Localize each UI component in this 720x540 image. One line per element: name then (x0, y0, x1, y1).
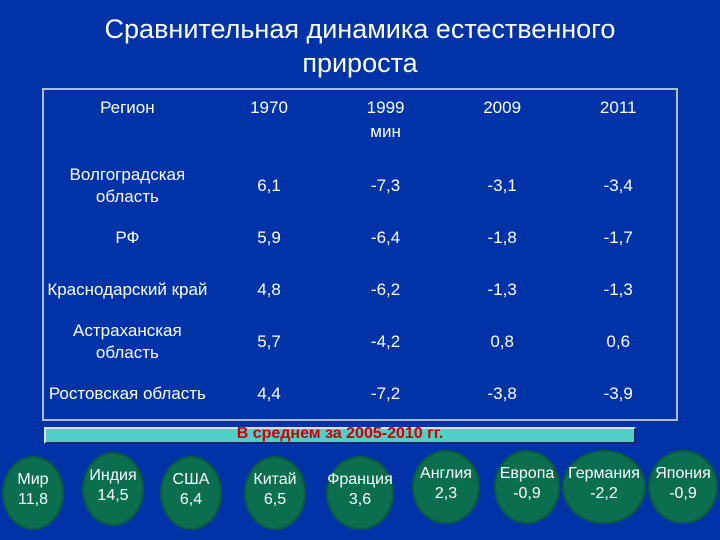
country-name: Франция (327, 471, 393, 488)
cell-2011: 0,6 (606, 332, 631, 351)
country-bubble-world: Мир 11,8 (2, 456, 64, 530)
cell-2011: -1,3 (603, 280, 633, 299)
country-value: -0,9 (513, 485, 541, 502)
table-row: Ростовская область 4,4 -7,2 -3,8 -3,9 (43, 368, 677, 420)
country-bubble-japan: Япония -0,9 (648, 450, 718, 524)
cell-1970: 5,9 (257, 228, 281, 247)
header-1970: 1970 (250, 98, 288, 117)
country-bubble-india: Индия 14,5 (82, 452, 144, 526)
country-name: Япония (655, 465, 711, 482)
cell-2011: -3,4 (603, 176, 633, 195)
cell-2009: -1,8 (487, 228, 517, 247)
header-2011: 2011 (599, 98, 637, 117)
cell-region: Волгоградская область (69, 165, 186, 206)
country-value: 2,3 (434, 485, 458, 502)
country-value: 14,5 (97, 487, 129, 504)
table-header: Регион 1970 1999 мин 2009 2011 (43, 89, 677, 160)
table-row: Краснодарский край 4,8 -6,2 -1,3 -1,3 (43, 264, 677, 316)
table-row: РФ 5,9 -6,4 -1,8 -1,7 (43, 212, 677, 264)
cell-2009: -3,8 (487, 383, 517, 403)
header-1999-year: 1999 (366, 98, 405, 117)
country-name: Европа (499, 465, 555, 482)
country-name: Германия (568, 465, 640, 482)
table-row: Волгоградская область 6,1 -7,3 -3,1 -3,4 (43, 160, 677, 212)
cell-region: Краснодарский край (47, 280, 208, 299)
average-period-label: В среднем за 2005-2010 гг. (236, 425, 444, 442)
growth-table: Регион 1970 1999 мин 2009 2011 Волгоград… (42, 88, 678, 421)
country-name: Мир (17, 471, 49, 488)
slide-title-line-2: прироста (302, 48, 418, 78)
header-region: Регион (100, 98, 155, 117)
cell-region: Ростовская область (48, 383, 206, 403)
country-name: США (172, 471, 210, 488)
cell-2011: -1,7 (603, 228, 633, 247)
cell-2009: -3,1 (487, 176, 517, 195)
country-value: -0,9 (669, 485, 697, 502)
cell-2011: -3,9 (603, 383, 633, 403)
country-bubble-china: Китай 6,5 (244, 456, 306, 530)
cell-2009: -1,3 (487, 280, 517, 299)
cell-1999: -7,2 (370, 383, 401, 403)
cell-1970: 4,8 (257, 280, 281, 299)
country-value: -2,2 (590, 485, 618, 502)
cell-1999: -4,2 (370, 332, 401, 351)
country-name: Индия (89, 467, 137, 484)
slide-title-line-1: Сравнительная динамика естественного (104, 14, 616, 44)
country-value: 6,4 (179, 491, 203, 508)
header-2009: 2009 (483, 98, 522, 117)
country-bubble-europe: Европа -0,9 (494, 450, 560, 524)
country-bubble-usa: США 6,4 (160, 456, 222, 530)
country-bubbles: Мир 11,8 Индия 14,5 США 6,4 Китай 6,5 Фр… (0, 450, 720, 540)
cell-2009: 0,8 (490, 332, 514, 351)
cell-1999: -6,4 (370, 228, 401, 247)
header-1999: 1999 мин (327, 89, 444, 160)
cell-1970: 6,1 (257, 176, 281, 195)
slide-title: Сравнительная динамика естественного при… (0, 12, 720, 80)
country-value: 11,8 (18, 491, 48, 508)
country-name: Англия (420, 465, 472, 482)
cell-region: РФ (115, 228, 140, 247)
country-bubble-germany: Германия -2,2 (562, 450, 646, 524)
average-period-bar: В среднем за 2005-2010 гг. (44, 425, 636, 444)
cell-1970: 4,4 (257, 383, 281, 403)
cell-1970: 5,7 (257, 332, 281, 351)
country-value: 6,5 (263, 491, 287, 508)
table-row: Астраханская область 5,7 -4,2 0,8 0,6 (43, 316, 677, 368)
cell-1999: -7,3 (370, 176, 401, 195)
country-bubble-france: Франция 3,6 (326, 456, 394, 530)
country-bubble-england: Англия 2,3 (412, 450, 480, 524)
country-name: Китай (253, 471, 297, 488)
country-value: 3,6 (348, 491, 372, 508)
header-1999-sub: мин (370, 122, 401, 141)
cell-region: Астраханская область (73, 321, 182, 362)
cell-1999: -6,2 (370, 280, 401, 299)
